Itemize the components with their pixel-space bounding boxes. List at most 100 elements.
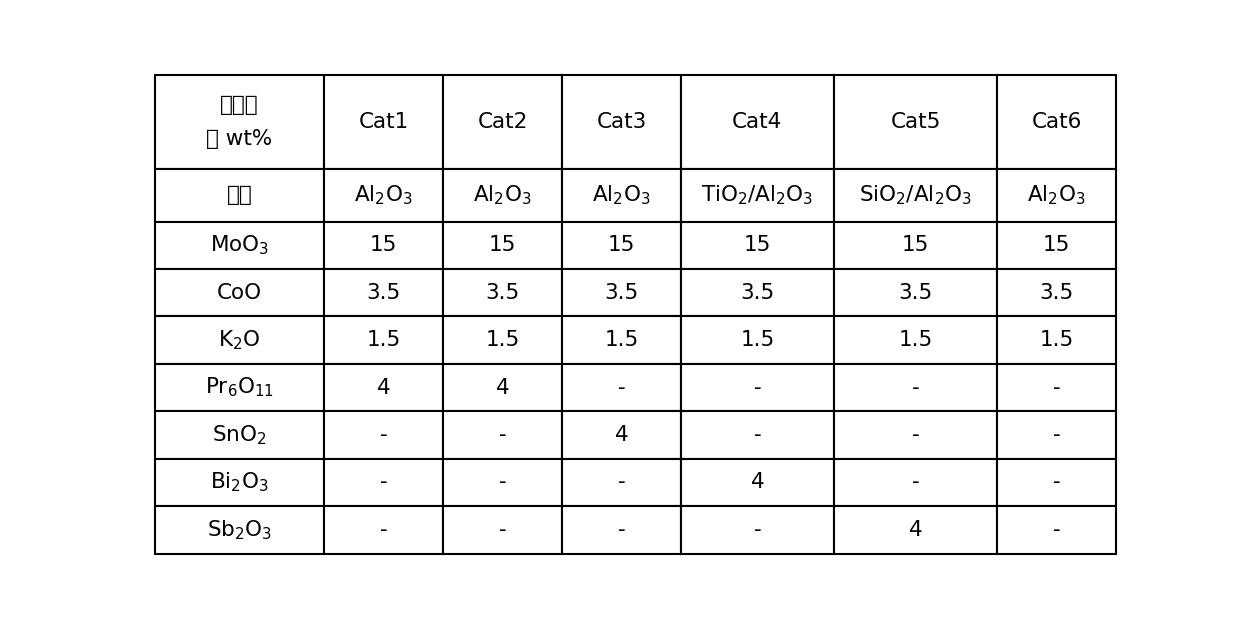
Bar [324,75,443,169]
Bar [443,269,562,317]
Text: -: - [498,473,506,493]
Bar [155,411,324,458]
Bar [562,169,681,221]
Text: -: - [498,520,506,540]
Text: 1.5: 1.5 [367,330,401,350]
Bar [997,221,1116,269]
Text: 15: 15 [370,235,397,255]
Bar [681,411,835,458]
Text: Bi$_2$O$_3$: Bi$_2$O$_3$ [211,471,269,494]
Bar [443,458,562,506]
Bar [997,506,1116,554]
Text: 15: 15 [901,235,929,255]
Bar [324,169,443,221]
Text: 4: 4 [615,425,629,445]
Bar [997,75,1116,169]
Bar [443,506,562,554]
Text: CoO: CoO [217,282,262,303]
Bar [562,364,681,411]
Text: Al$_2$O$_3$: Al$_2$O$_3$ [355,183,413,207]
Bar [997,269,1116,317]
Bar [681,364,835,411]
Text: 1.5: 1.5 [1039,330,1074,350]
Text: 1.5: 1.5 [485,330,520,350]
Bar [443,75,562,169]
Text: -: - [1053,425,1060,445]
Bar [997,364,1116,411]
Text: 数 wt%: 数 wt% [207,129,273,149]
Bar [155,364,324,411]
Bar [155,75,324,169]
Text: Cat3: Cat3 [596,112,646,132]
Text: 1.5: 1.5 [899,330,932,350]
Text: 质量分: 质量分 [221,95,259,115]
Text: 3.5: 3.5 [367,282,401,303]
Text: -: - [754,378,761,397]
Bar [443,317,562,364]
Text: Al$_2$O$_3$: Al$_2$O$_3$ [1027,183,1086,207]
Bar [562,269,681,317]
Text: -: - [911,473,919,493]
Bar [681,506,835,554]
Bar [443,169,562,221]
Text: 3.5: 3.5 [485,282,520,303]
Text: -: - [618,473,625,493]
Text: Cat4: Cat4 [732,112,782,132]
Bar [443,221,562,269]
Bar [835,364,997,411]
Text: 4: 4 [496,378,510,397]
Bar [997,317,1116,364]
Bar [681,458,835,506]
Bar [324,221,443,269]
Bar [562,506,681,554]
Bar [155,221,324,269]
Text: -: - [911,425,919,445]
Text: -: - [754,425,761,445]
Text: SiO$_2$/Al$_2$O$_3$: SiO$_2$/Al$_2$O$_3$ [859,183,972,207]
Text: K$_2$O: K$_2$O [218,328,260,352]
Bar [835,458,997,506]
Bar [324,269,443,317]
Bar [997,411,1116,458]
Bar [324,458,443,506]
Text: -: - [498,425,506,445]
Text: Cat5: Cat5 [890,112,941,132]
Bar [835,269,997,317]
Text: -: - [379,425,387,445]
Bar [324,364,443,411]
Text: 3.5: 3.5 [740,282,775,303]
Bar [562,411,681,458]
Text: 3.5: 3.5 [1039,282,1074,303]
Bar [681,75,835,169]
Bar [681,269,835,317]
Bar [324,317,443,364]
Text: -: - [379,520,387,540]
Text: 15: 15 [608,235,635,255]
Bar [835,169,997,221]
Bar [155,458,324,506]
Bar [681,221,835,269]
Bar [443,364,562,411]
Text: 4: 4 [909,520,923,540]
Bar [155,317,324,364]
Text: 1.5: 1.5 [740,330,775,350]
Bar [997,458,1116,506]
Bar [155,269,324,317]
Text: SnO$_2$: SnO$_2$ [212,423,267,447]
Bar [835,75,997,169]
Text: 15: 15 [1043,235,1070,255]
Text: -: - [1053,520,1060,540]
Text: -: - [1053,378,1060,397]
Text: 15: 15 [489,235,516,255]
Text: Cat6: Cat6 [1032,112,1081,132]
Text: MoO$_3$: MoO$_3$ [210,233,269,257]
Bar [155,169,324,221]
Text: -: - [1053,473,1060,493]
Text: 4: 4 [750,473,764,493]
Text: 4: 4 [377,378,391,397]
Bar [997,169,1116,221]
Text: 1.5: 1.5 [604,330,639,350]
Bar [562,458,681,506]
Text: -: - [618,378,625,397]
Bar [562,221,681,269]
